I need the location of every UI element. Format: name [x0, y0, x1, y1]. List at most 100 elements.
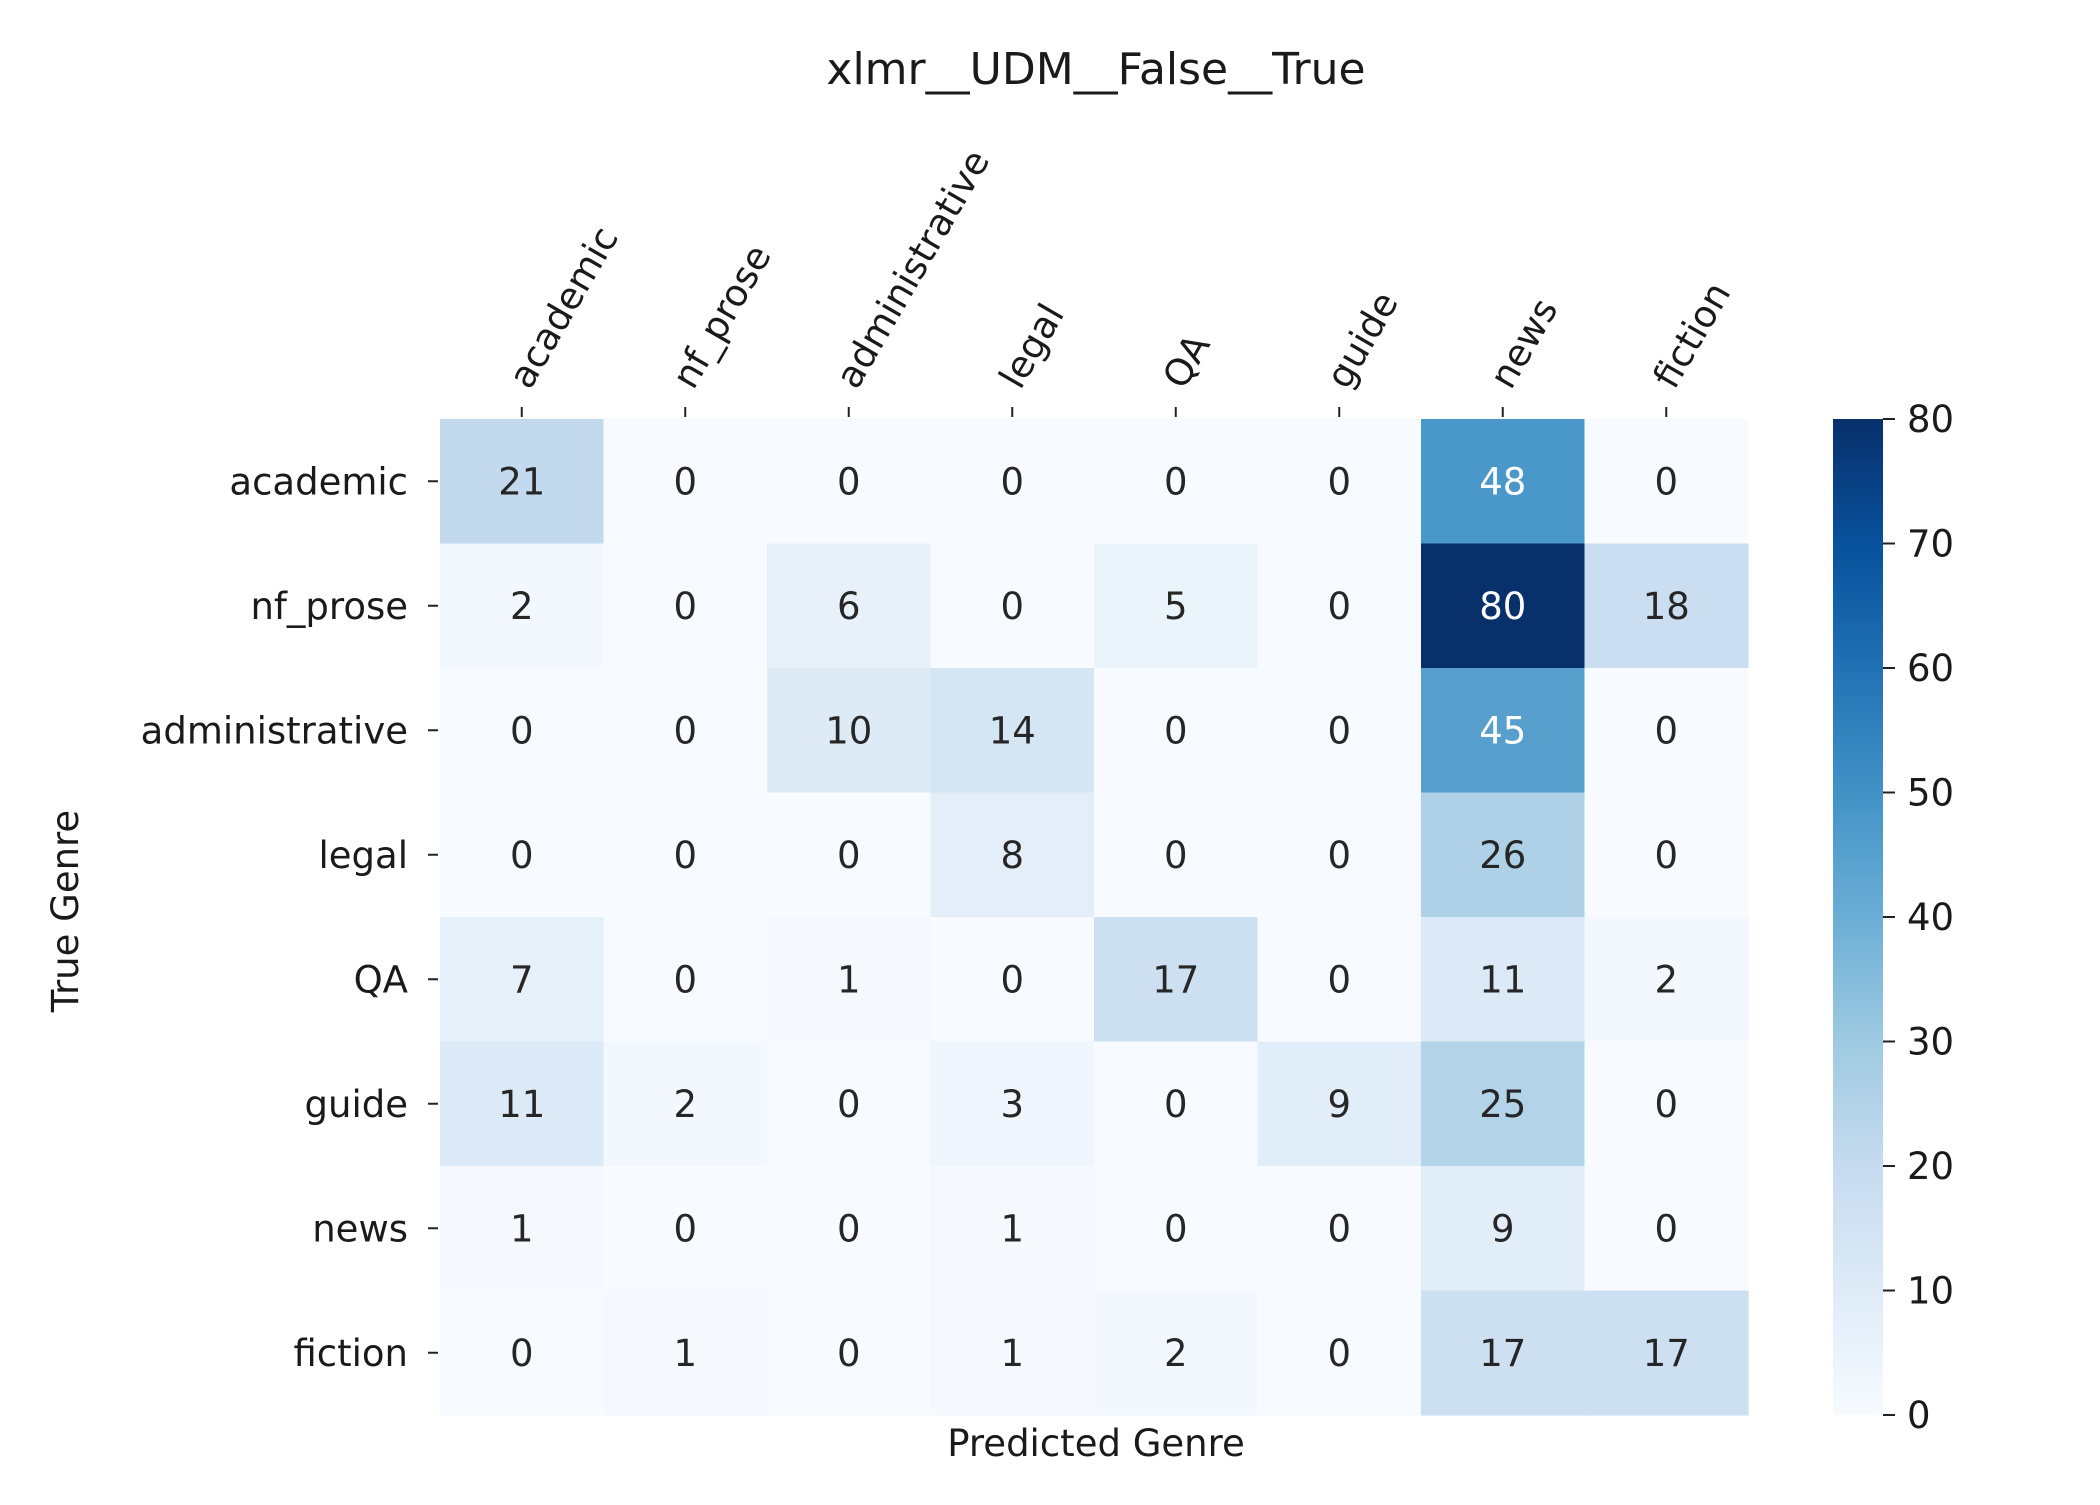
colorbar-tick-label: 10 — [1907, 1270, 1954, 1313]
heatmap-cell — [930, 1041, 1095, 1167]
heatmap-cell — [1094, 792, 1259, 918]
y-tick-label: administrative — [141, 709, 408, 752]
heatmap-cell — [440, 1290, 605, 1416]
heatmap-cell — [1421, 1290, 1586, 1416]
x-tick-label: academic — [500, 219, 627, 395]
cell-value-label: 0 — [673, 709, 697, 752]
heatmap-cell — [440, 419, 605, 545]
cell-value-label: 0 — [510, 1332, 534, 1375]
cell-value-label: 0 — [1654, 1207, 1678, 1250]
heatmap-cell — [1584, 1041, 1749, 1167]
heatmap-cell — [767, 419, 932, 545]
heatmap-cell — [930, 917, 1095, 1043]
heatmap-cell — [440, 792, 605, 918]
cell-value-label: 0 — [1654, 834, 1678, 877]
heatmap-cell — [440, 917, 605, 1043]
cell-value-label: 0 — [1000, 585, 1024, 628]
heatmap-cell — [1421, 792, 1586, 918]
heatmap-cell — [1257, 543, 1422, 669]
cell-value-label: 0 — [837, 1083, 861, 1126]
cell-value-label: 0 — [1164, 834, 1188, 877]
cell-value-label: 0 — [1327, 1332, 1351, 1375]
heatmap-cell — [1421, 1041, 1586, 1167]
cell-value-label: 0 — [673, 585, 697, 628]
x-tick-label: nf_prose — [664, 238, 780, 396]
heatmap-cell — [1584, 668, 1749, 794]
heatmap-cell — [603, 917, 768, 1043]
heatmap-cell — [1421, 668, 1586, 794]
heatmap-cell — [1584, 1166, 1749, 1292]
heatmap-cell — [603, 1041, 768, 1167]
cell-value-label: 80 — [1479, 585, 1526, 628]
y-tick-label: QA — [354, 958, 408, 1001]
cell-value-label: 0 — [1327, 585, 1351, 628]
heatmap-cell — [1421, 419, 1586, 545]
colorbar-gradient — [1833, 419, 1883, 1415]
colorbar-tick-label: 30 — [1907, 1021, 1954, 1064]
heatmap-cell — [603, 1166, 768, 1292]
heatmap-cell — [1421, 917, 1586, 1043]
x-tick-label: news — [1481, 291, 1566, 395]
x-tick-label: guide — [1318, 284, 1407, 395]
heatmap-cell — [1257, 792, 1422, 918]
heatmap-cell — [767, 1041, 932, 1167]
heatmap-cell — [603, 1290, 768, 1416]
heatmap-cell — [1257, 1041, 1422, 1167]
colorbar-tick-label: 20 — [1907, 1145, 1954, 1188]
heatmap-cell — [930, 1166, 1095, 1292]
cell-value-label: 0 — [837, 1207, 861, 1250]
heatmap-cell — [440, 668, 605, 794]
heatmap-cell — [1094, 419, 1259, 545]
colorbar-tick-label: 60 — [1907, 647, 1954, 690]
heatmap-cell — [603, 668, 768, 794]
cell-value-label: 14 — [989, 709, 1036, 752]
y-tick-label: guide — [305, 1083, 408, 1126]
cell-value-label: 48 — [1479, 460, 1526, 503]
heatmap-cell — [1421, 543, 1586, 669]
heatmap-cell — [1257, 917, 1422, 1043]
cell-value-label: 0 — [1164, 709, 1188, 752]
cell-value-label: 9 — [1491, 1207, 1515, 1250]
cell-value-label: 0 — [1327, 1207, 1351, 1250]
cell-value-label: 0 — [1327, 709, 1351, 752]
cell-value-label: 0 — [673, 460, 697, 503]
colorbar-tick-label: 0 — [1907, 1394, 1931, 1437]
colorbar: 0 10 20 30 40 50 60 70 80 — [1833, 398, 1954, 1437]
heatmap-cell — [767, 668, 932, 794]
y-axis-ticks: academic nf_prose administrative legal QA gui… — [141, 460, 438, 1375]
heatmap-cell — [767, 1166, 932, 1292]
cell-value-label: 5 — [1164, 585, 1188, 628]
cell-value-label: 0 — [1327, 460, 1351, 503]
cell-value-label: 45 — [1479, 709, 1526, 752]
heatmap-cell — [767, 543, 932, 669]
cell-value-label: 2 — [510, 585, 534, 628]
x-tick-label: QA — [1154, 327, 1218, 396]
heatmap-cell — [1584, 419, 1749, 545]
cell-value-label: 0 — [510, 709, 534, 752]
heatmap-cell — [1094, 543, 1259, 669]
heatmap-cell — [1584, 792, 1749, 918]
heatmap-cell — [603, 792, 768, 918]
heatmap-cell — [930, 1290, 1095, 1416]
heatmap-cell — [767, 917, 932, 1043]
cell-value-label: 2 — [1654, 958, 1678, 1001]
cell-value-label: 1 — [837, 958, 861, 1001]
heatmap-cell — [1584, 543, 1749, 669]
cell-value-label: 1 — [1000, 1332, 1024, 1375]
cell-value-label: 0 — [1654, 1083, 1678, 1126]
heatmap-cell — [767, 792, 932, 918]
cell-value-label: 0 — [1164, 1207, 1188, 1250]
x-tick-label: legal — [991, 297, 1073, 396]
heatmap-cell — [767, 1290, 932, 1416]
cell-value-label: 0 — [673, 958, 697, 1001]
y-tick-label: legal — [319, 834, 408, 877]
colorbar-tick-label: 40 — [1907, 896, 1954, 939]
heatmap-cell — [1421, 1166, 1586, 1292]
cell-value-label: 9 — [1327, 1083, 1351, 1126]
cell-value-label: 0 — [1164, 460, 1188, 503]
x-axis-label: Predicted Genre — [947, 1422, 1245, 1465]
cell-value-label: 0 — [1164, 1083, 1188, 1126]
x-tick-label: administrative — [827, 142, 998, 395]
heatmap-cell — [1094, 668, 1259, 794]
